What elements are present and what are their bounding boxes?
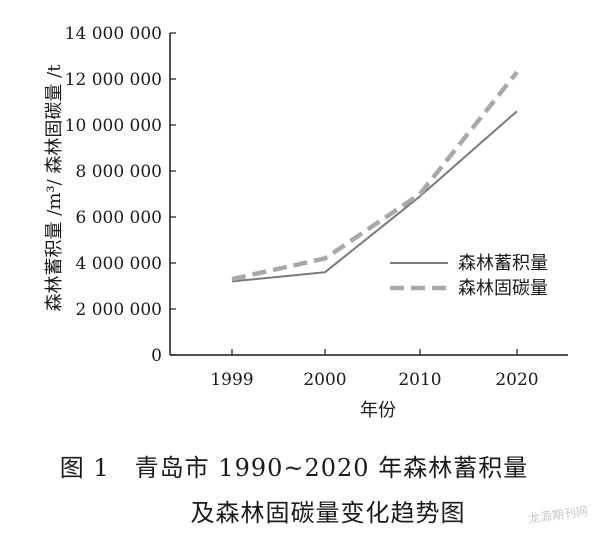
y-tick-label: 14 000 000: [65, 24, 162, 44]
y-tick-label: 6 000 000: [75, 208, 162, 228]
y-tick-label: 2 000 000: [75, 300, 162, 320]
legend-label-1: 森林蓄积量: [458, 253, 548, 274]
y-axis-ticks: 0 2 000 000 4 000 000 6 000 000 8 000 000 10 …: [65, 24, 176, 366]
series-lines: [231, 70, 519, 283]
x-axis-title: 年份: [360, 400, 396, 421]
x-tick-label: 2010: [398, 370, 441, 390]
x-tick-label: 2000: [303, 370, 346, 390]
series-line-2: [231, 70, 519, 282]
y-tick-label: 10 000 000: [65, 116, 162, 136]
y-tick-label: 0: [151, 346, 162, 366]
y-tick-label: 4 000 000: [75, 254, 162, 274]
y-axis-title: 森林蓄积量 /m³/ 森林固碳量 /t: [44, 64, 65, 312]
series-line-1: [231, 110, 518, 283]
figure-caption-line-2: 及森林固碳量变化趋势图: [190, 499, 466, 527]
x-axis-ticks: 1999 2000 2010 2020: [210, 349, 539, 390]
x-tick-label: 2020: [495, 370, 538, 390]
legend-label-2: 森林固碳量: [458, 278, 548, 299]
y-tick-label: 8 000 000: [75, 162, 162, 182]
x-tick-label: 1999: [210, 370, 253, 390]
y-tick-label: 12 000 000: [65, 70, 162, 90]
figure-caption-line-1: 图 1 青岛市 1990~2020 年森林蓄积量: [59, 454, 529, 482]
line-chart: 0 2 000 000 4 000 000 6 000 000 8 000 000 10 …: [44, 24, 568, 421]
